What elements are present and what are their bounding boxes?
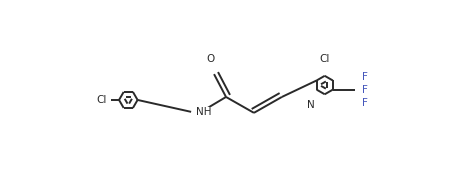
Text: NH: NH	[196, 107, 211, 117]
Text: F: F	[361, 85, 367, 95]
Text: Cl: Cl	[319, 54, 329, 64]
Text: Cl: Cl	[96, 95, 107, 105]
Text: F: F	[361, 72, 367, 82]
Text: N: N	[306, 100, 314, 110]
Text: F: F	[361, 97, 367, 107]
Text: O: O	[206, 54, 214, 64]
